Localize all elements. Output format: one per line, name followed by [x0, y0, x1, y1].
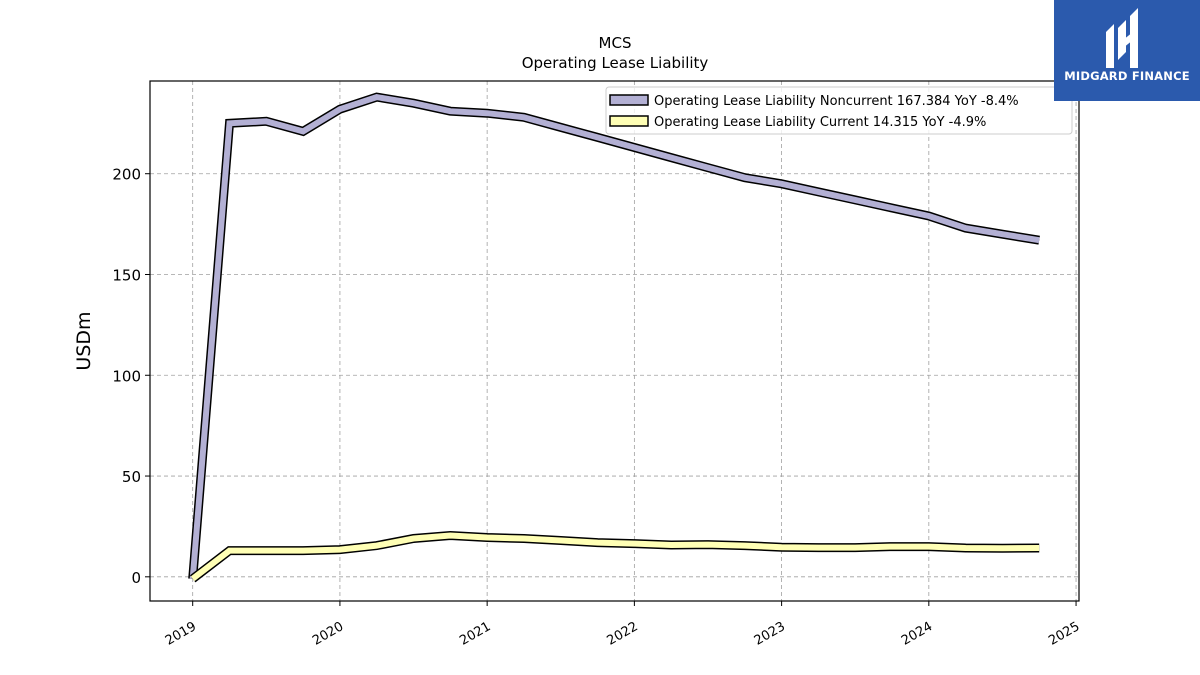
x-tick-label: 2019 [163, 619, 199, 649]
y-tick-label: 0 [131, 569, 141, 587]
brand-name: MIDGARD FINANCE [1064, 69, 1190, 83]
y-tick-label: 150 [112, 266, 141, 284]
legend-swatch-0 [609, 94, 649, 106]
y-axis-ticks: 0 50 100 150 200 [112, 166, 150, 587]
chart-title: MCS [599, 34, 632, 52]
series-line-0 [189, 94, 1040, 580]
x-tick-label: 2022 [605, 619, 641, 649]
plot-frame [149, 80, 1080, 602]
x-tick-label: 2024 [899, 619, 935, 649]
chart-subtitle: Operating Lease Liability [522, 54, 709, 72]
y-tick-label: 100 [112, 367, 141, 385]
grid [150, 81, 1079, 601]
x-tick-label: 2020 [310, 619, 346, 649]
x-axis-ticks: 2019 2020 2021 2022 2023 2024 2025 [163, 601, 1082, 649]
legend-swatch-1 [609, 115, 649, 127]
x-tick-label: 2025 [1046, 619, 1082, 649]
y-tick-label: 200 [112, 166, 141, 184]
x-tick-label: 2023 [752, 619, 788, 649]
series-line-1 [190, 532, 1040, 582]
legend: Operating Lease Liability Noncurrent 167… [605, 86, 1073, 135]
y-axis-label: USDm [73, 311, 95, 370]
legend-label-1: Operating Lease Liability Current 14.315… [654, 115, 986, 130]
legend-label-0: Operating Lease Liability Noncurrent 167… [654, 94, 1019, 109]
y-tick-label: 50 [122, 468, 141, 486]
series-lines [188, 92, 1040, 583]
x-tick-label: 2021 [457, 619, 493, 649]
legend-box [605, 86, 1073, 135]
midgard-m-icon [1106, 8, 1138, 68]
brand-logo: MIDGARD FINANCE [1054, 0, 1200, 101]
series-outline-0 [188, 92, 1040, 580]
